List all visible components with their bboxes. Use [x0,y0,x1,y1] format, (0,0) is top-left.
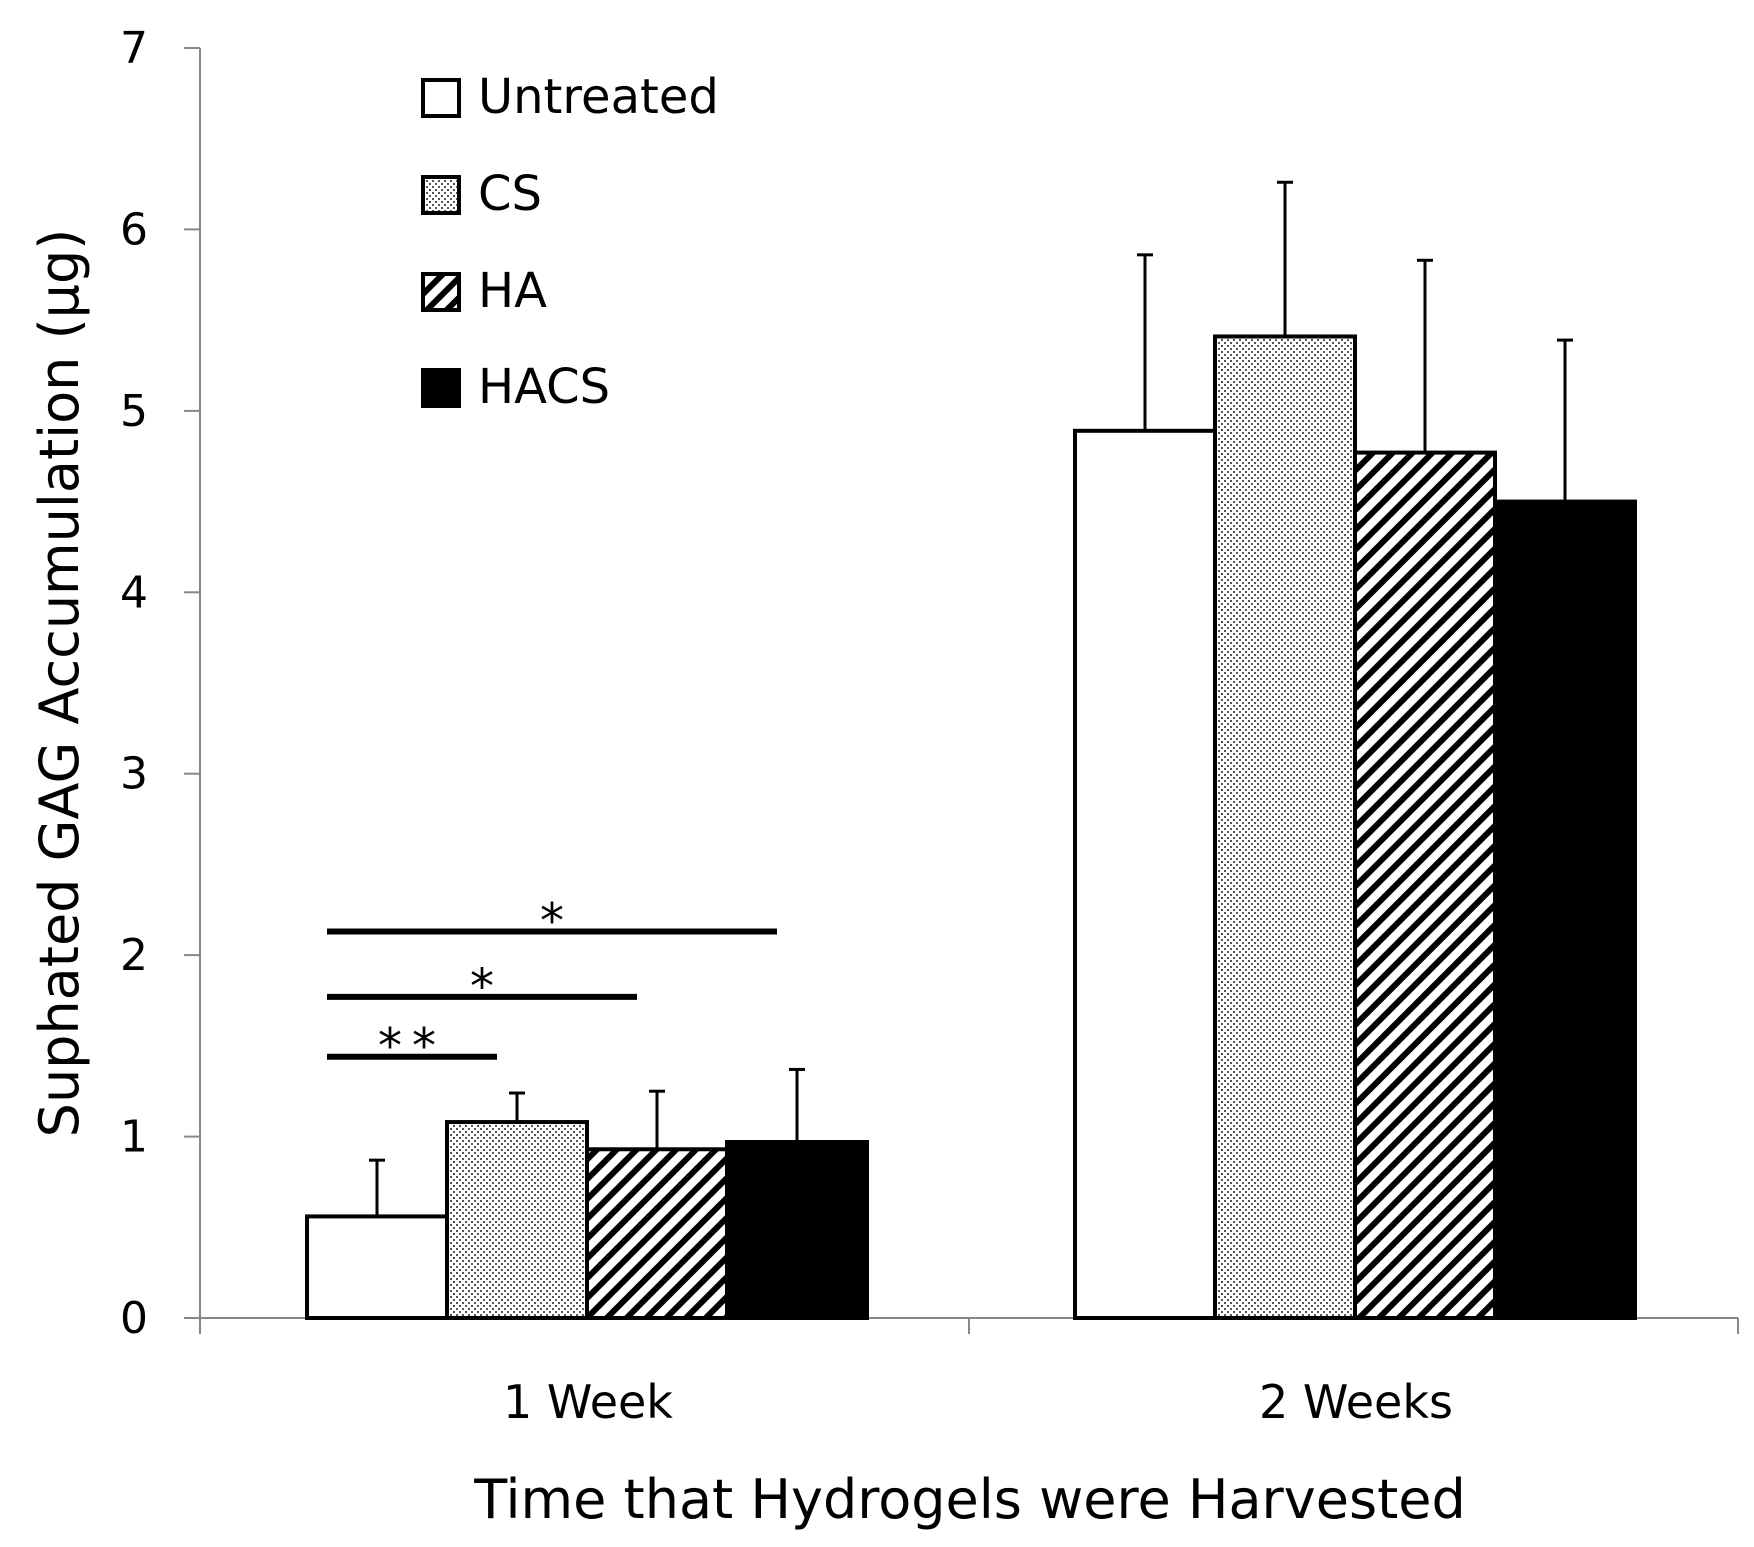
legend-item: Untreated [421,69,719,125]
bar-cs-1-week [445,1120,589,1320]
bar-untreated-2-weeks [1073,428,1217,1321]
y-tick-label: 0 [120,1293,148,1344]
legend: Untreated CS HA HACS [421,69,719,415]
y-tick: 2 [120,930,200,981]
y-tick-label: 2 [120,930,148,981]
error-bar [1137,253,1153,431]
x-category-label: 2 Weeks [1259,1375,1453,1429]
legend-item: CS [421,166,542,222]
y-tick-label: 7 [120,23,148,74]
legend-label: HACS [478,359,610,415]
y-tick-label: 3 [120,749,148,800]
legend-swatch-untreated [421,78,461,118]
legend-swatch-hacs [421,368,461,408]
error-bar [369,1158,385,1217]
significance-label: * [540,894,564,950]
x-axis-title: Time that Hydrogels were Harvested [473,1468,1466,1531]
significance-label: * [470,959,494,1015]
significance-label: ** [378,1019,446,1075]
y-tick: 6 [120,204,200,255]
error-bar [1417,258,1433,453]
legend-label: CS [478,166,542,222]
y-tick-label: 1 [120,1112,148,1163]
y-ticks: 0 1 2 3 4 5 6 7 [120,23,200,1344]
y-axis-title: Suphated GAG Accumulation (µg) [28,229,91,1138]
legend-item: HACS [421,359,610,415]
legend-label: Untreated [478,69,719,125]
y-tick-label: 4 [120,567,148,618]
error-bar [789,1067,805,1143]
bar-ha-1-week [585,1147,729,1321]
y-tick: 4 [120,567,200,618]
legend-label: HA [478,263,547,319]
y-tick-label: 5 [120,386,148,437]
bar-hacs-2-weeks [1493,499,1637,1321]
y-tick: 0 [120,1293,200,1344]
y-tick: 3 [120,749,200,800]
bar-hacs-1-week [725,1140,869,1320]
x-category-label: 1 Week [503,1375,673,1429]
significance-markers: * * ** [327,894,777,1075]
y-tick: 1 [120,1112,200,1163]
error-bar [509,1091,525,1123]
bar-group-2-weeks [1073,180,1637,1321]
error-bar [1277,180,1293,337]
y-tick: 7 [120,23,200,74]
y-tick: 5 [120,386,200,437]
bar-ha-2-weeks [1353,450,1497,1321]
bar-group-1-week [305,1067,869,1321]
y-tick-label: 6 [120,204,148,255]
bar-untreated-1-week [305,1214,449,1321]
bar-cs-2-weeks [1213,334,1357,1320]
error-bar [1557,338,1573,502]
error-bar [649,1089,665,1150]
legend-swatch-cs [421,175,461,215]
legend-item: HA [421,263,547,319]
legend-swatch-ha [421,272,461,312]
